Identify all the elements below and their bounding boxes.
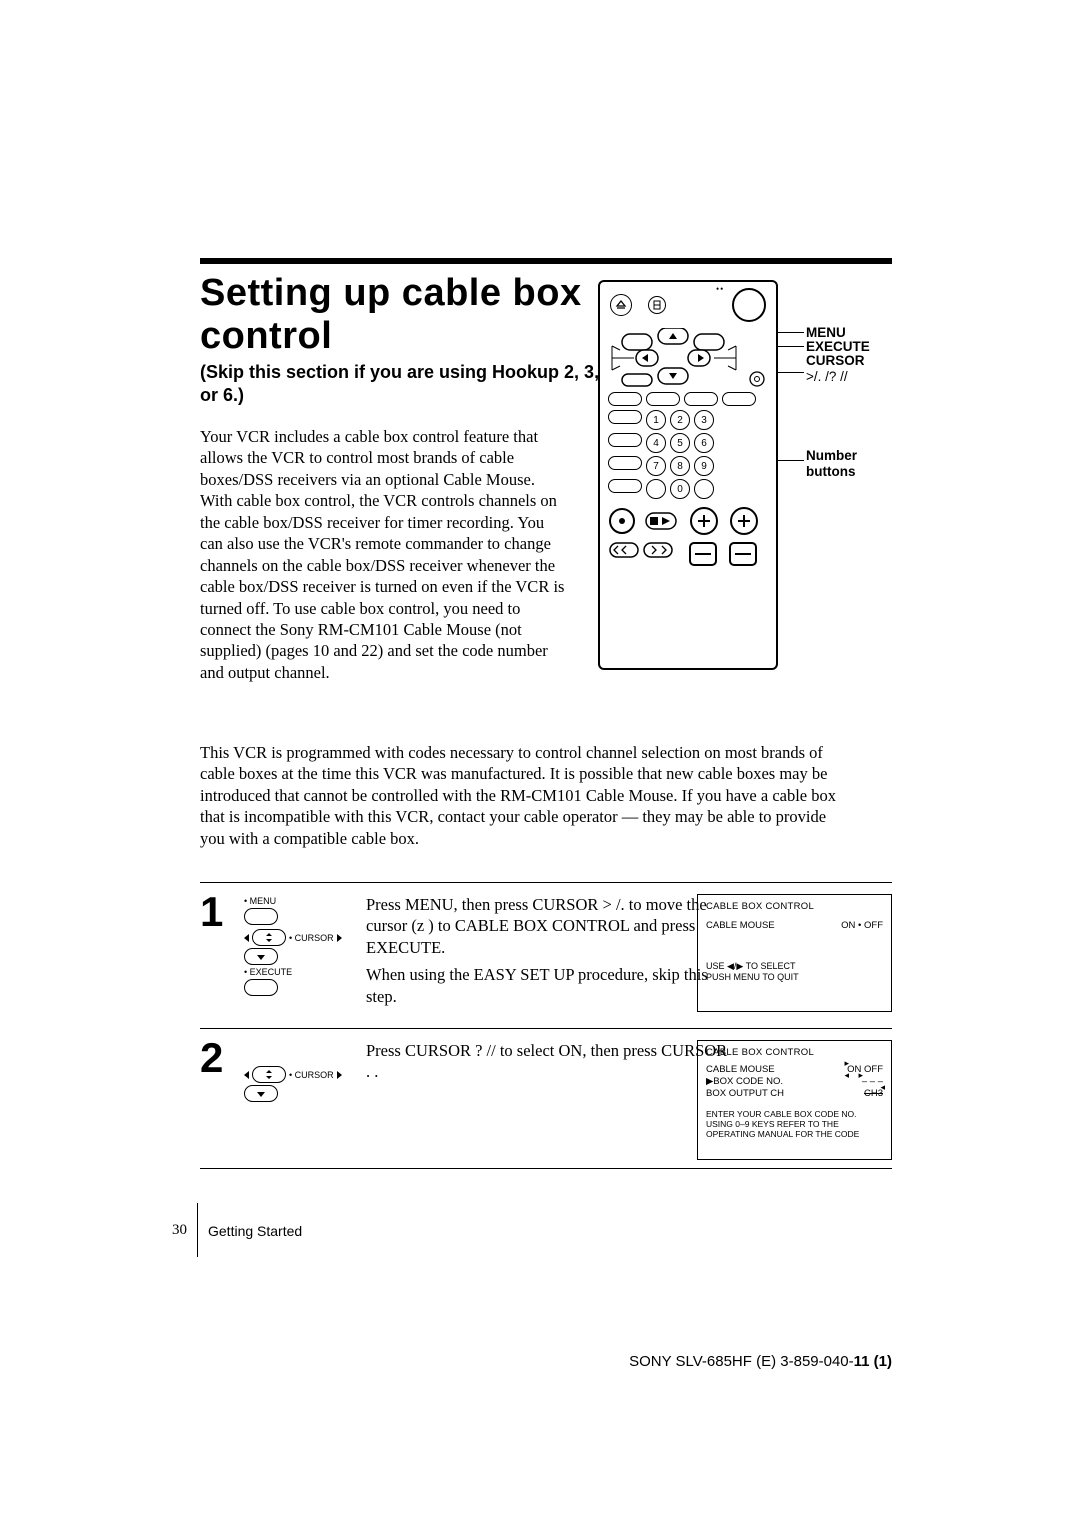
execute-button-icon xyxy=(244,979,278,996)
section-name: Getting Started xyxy=(208,1221,302,1239)
power-button-icon xyxy=(732,288,766,322)
menu-button-icon xyxy=(244,908,278,925)
step-number-1: 1 xyxy=(200,888,223,936)
remote-outline: •• xyxy=(598,280,778,670)
footer-right: SONY SLV-685HF (E) 3-859-040-11 (1) xyxy=(629,1353,892,1370)
label-cursor: CURSOR xyxy=(806,353,865,369)
step1-text-a: Press MENU, then press CURSOR > /. to mo… xyxy=(366,894,731,958)
screen1-foot2: PUSH MENU TO QUIT xyxy=(706,972,883,983)
step-number-2: 2 xyxy=(200,1034,223,1082)
screen2-l3l: BOX OUTPUT CH xyxy=(706,1088,784,1099)
screen2-foot: ENTER YOUR CABLE BOX CODE NO. USING 0–9 … xyxy=(706,1109,883,1140)
page-subtitle: (Skip this section if you are using Hook… xyxy=(200,361,630,406)
doc-id: SONY SLV-685HF (E) 3-859-040- xyxy=(629,1353,854,1370)
ctrl-execute-label: • EXECUTE xyxy=(244,967,292,977)
step1-text-b: When using the EASY SET UP procedure, sk… xyxy=(366,964,731,1007)
ctrl-cursor-label: • CURSOR xyxy=(289,1070,334,1080)
screen2-l2l: ▶BOX CODE NO. xyxy=(706,1076,783,1087)
label-cursor-arrows: >/. /? // xyxy=(806,369,848,385)
cursor-pad-icon xyxy=(252,929,286,946)
screen2-title: CABLE BOX CONTROL xyxy=(706,1047,883,1058)
screen1-l1l: CABLE MOUSE xyxy=(706,920,775,931)
cursor-down-icon xyxy=(244,948,278,965)
step-1: 1 • MENU • CURSOR • EXECUTE Press MENU, … xyxy=(200,894,892,1024)
display-icon xyxy=(648,296,666,314)
cursor-left-icon xyxy=(244,1071,249,1079)
step-2: 2 • CURSOR Press CURSOR ? // to select O… xyxy=(200,1040,892,1170)
step2-screen: CABLE BOX CONTROL CABLE MOUSE ▸ON OFF◂ ▶… xyxy=(697,1040,892,1160)
title-rule xyxy=(200,258,892,264)
step2-text: Press CURSOR ? // to select ON, then pre… xyxy=(366,1040,731,1083)
title-block: Setting up cable box control (Skip this … xyxy=(200,272,630,406)
cursor-pad-icon xyxy=(252,1066,286,1083)
screen1-l1r: ON • OFF xyxy=(841,920,883,931)
remote-diagram: •• xyxy=(580,272,890,722)
rule-3 xyxy=(200,1168,892,1169)
page-number: 30 xyxy=(172,1222,187,1239)
step1-screen: CABLE BOX CONTROL CABLE MOUSE ON • OFF U… xyxy=(697,894,892,1012)
manual-page: Setting up cable box control (Skip this … xyxy=(0,0,1080,1528)
ctrl-cursor-label: • CURSOR xyxy=(289,933,334,943)
step2-controls: • CURSOR xyxy=(244,1064,354,1104)
cursor-right-icon xyxy=(337,1071,342,1079)
cursor-left-icon xyxy=(244,934,249,942)
rule-1 xyxy=(200,882,892,883)
rule-2 xyxy=(200,1028,892,1029)
screen1-title: CABLE BOX CONTROL xyxy=(706,901,883,912)
ctrl-menu-label: • MENU xyxy=(244,896,276,906)
label-number-buttons: Number buttons xyxy=(806,448,876,480)
cursor-right-icon xyxy=(337,934,342,942)
screen2-l1r: ON OFF xyxy=(847,1064,883,1075)
step1-controls: • MENU • CURSOR • EXECUTE xyxy=(244,894,354,998)
eject-icon xyxy=(610,294,632,316)
footer-left: 30 Getting Started xyxy=(172,1203,302,1257)
screen2-l1l: CABLE MOUSE xyxy=(706,1064,775,1075)
step1-text: Press MENU, then press CURSOR > /. to mo… xyxy=(366,894,731,1007)
doc-id-bold: 11 (1) xyxy=(854,1353,892,1370)
intro-paragraph-1: Your VCR includes a cable box control fe… xyxy=(200,426,570,683)
footer-separator xyxy=(197,1203,198,1257)
cursor-down-icon xyxy=(244,1085,278,1102)
page-title: Setting up cable box control xyxy=(200,272,630,357)
intro-paragraph-2: This VCR is programmed with codes necess… xyxy=(200,742,840,849)
screen1-foot1: USE ◀/▶ TO SELECT xyxy=(706,961,883,972)
